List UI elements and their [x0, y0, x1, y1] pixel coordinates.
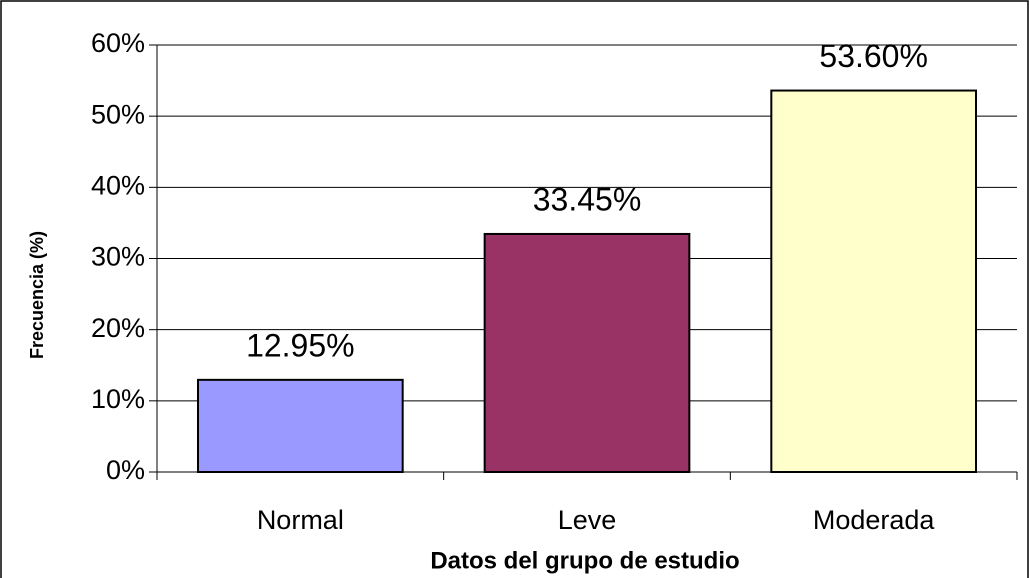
- y-tick-label: 0%: [106, 455, 145, 485]
- bar: [196, 378, 404, 474]
- x-tick-label: Leve: [558, 505, 617, 535]
- value-label: 53.60%: [819, 38, 928, 74]
- y-axis-label: Frecuencia (%): [27, 231, 47, 359]
- value-label: 12.95%: [246, 327, 355, 363]
- x-tick-label: Normal: [257, 505, 344, 535]
- bar: [483, 232, 691, 473]
- x-axis-label: Datos del grupo de estudio: [430, 547, 739, 574]
- y-tick-label: 30%: [91, 242, 145, 272]
- y-tick-label: 50%: [91, 99, 145, 129]
- y-tick-label: 20%: [91, 313, 145, 343]
- y-tick-label: 60%: [91, 28, 145, 58]
- y-tick-label: 10%: [91, 384, 145, 414]
- y-tick-label: 40%: [91, 170, 145, 200]
- value-label: 33.45%: [533, 181, 642, 217]
- bar: [770, 89, 978, 474]
- x-tick-label: Moderada: [813, 505, 936, 535]
